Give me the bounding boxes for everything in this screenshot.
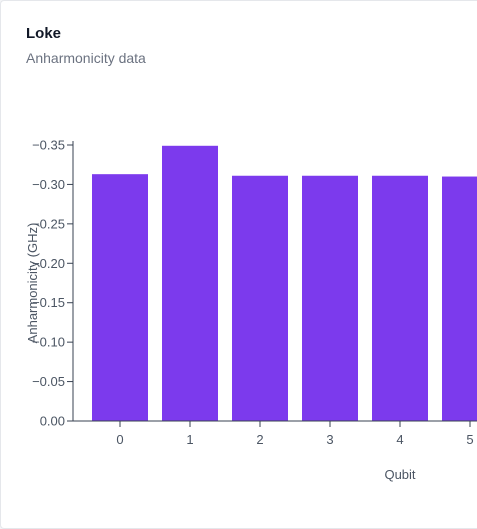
card-subtitle: Anharmonicity data [26,50,146,66]
bar-qubit-5 [442,176,477,421]
y-tick-label: −0.35 [32,138,65,153]
card-title: Loke [26,25,62,42]
y-tick-label: −0.30 [32,177,65,192]
bar-qubit-1 [162,145,218,421]
y-tick-label: −0.15 [32,295,65,310]
bar-qubit-4 [372,175,428,421]
x-axis: 0 1 2 3 4 5 [67,420,477,447]
x-axis-title: Qubit [384,467,415,482]
bars [92,145,477,421]
bar-qubit-2 [232,175,288,421]
x-tick-label: 2 [256,432,263,447]
bar-qubit-3 [302,175,358,421]
x-tick-label: 3 [326,432,333,447]
y-axis-title: Anharmonicity (GHz) [25,223,40,344]
y-tick-label: −0.05 [32,374,65,389]
x-tick-label: 5 [466,432,473,447]
bar-qubit-0 [92,174,148,421]
y-axis: 0.00 −0.05 −0.10 −0.15 −0.20 −0.25 −0.30 −0.35 [32,138,74,429]
x-tick-label: 0 [116,432,123,447]
y-tick-label: −0.10 [32,335,65,350]
y-tick-label: −0.20 [32,256,65,271]
x-tick-label: 4 [396,432,403,447]
y-tick-label: 0.00 [40,414,65,429]
y-tick-label: −0.25 [32,216,65,231]
x-tick-label: 1 [186,432,193,447]
